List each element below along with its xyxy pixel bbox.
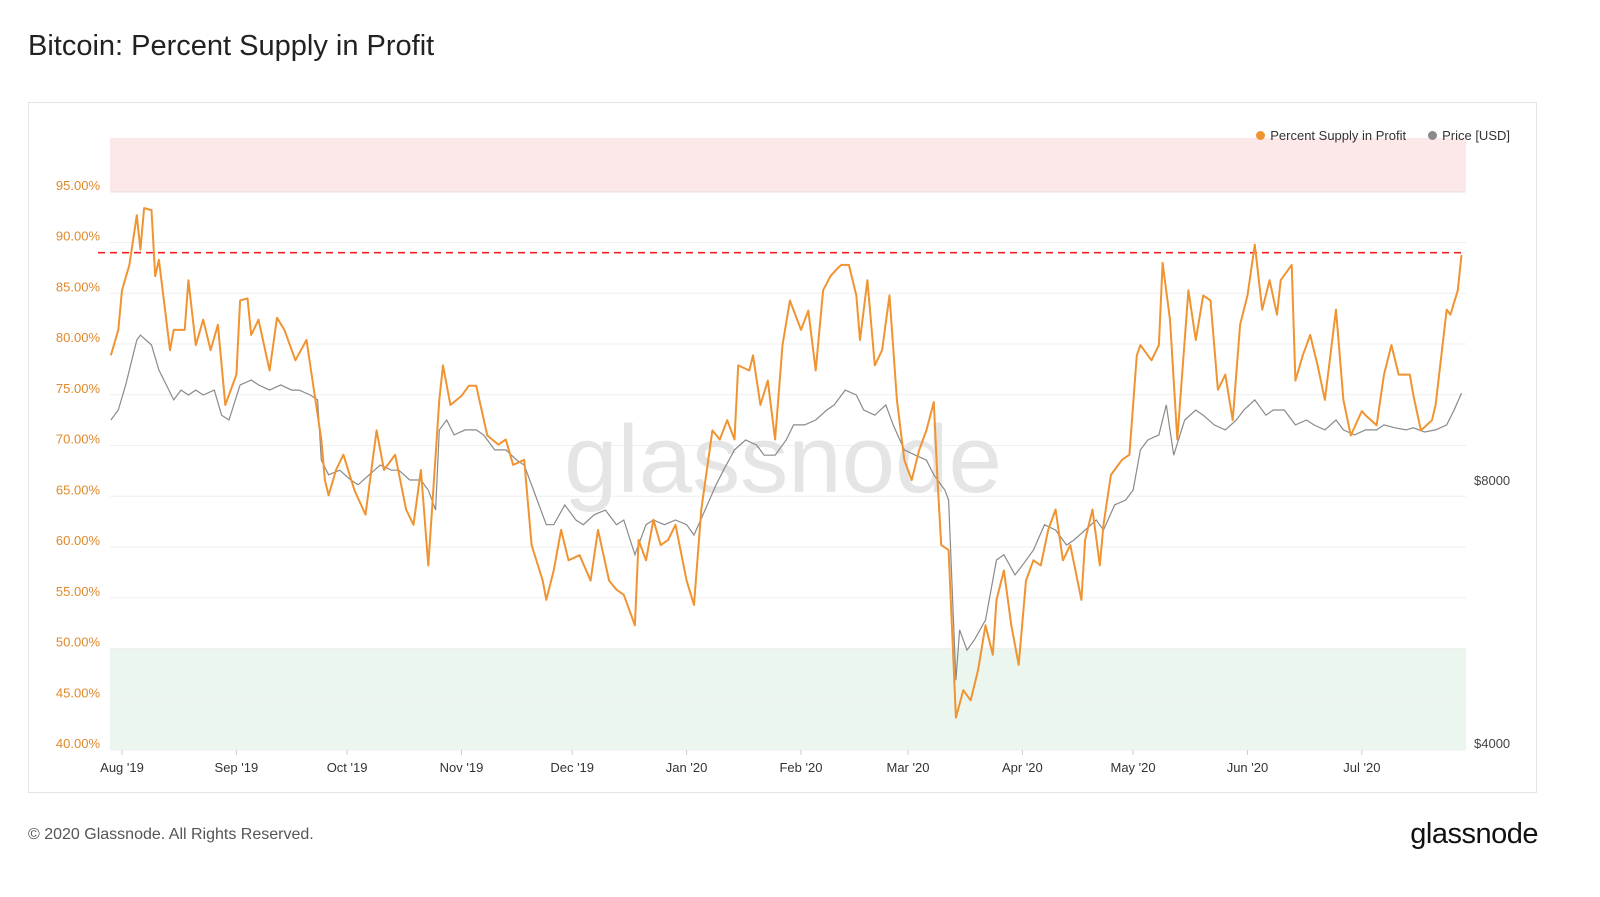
red-band: [110, 138, 1466, 192]
y-tick-label: 85.00%: [56, 279, 101, 294]
x-tick-label: Nov '19: [440, 760, 484, 775]
x-tick-label: Feb '20: [779, 760, 822, 775]
x-tick-label: Aug '19: [100, 760, 144, 775]
y-tick-label: 65.00%: [56, 482, 101, 497]
y-tick-label: 80.00%: [56, 330, 101, 345]
percent-dot-icon: [1256, 131, 1266, 140]
x-tick-label: Oct '19: [327, 760, 368, 775]
y-tick-label: 40.00%: [56, 736, 101, 751]
y-tick-label: 90.00%: [56, 229, 101, 244]
x-tick-label: May '20: [1110, 760, 1155, 775]
legend-label: Percent Supply in Profit: [1270, 128, 1407, 143]
y-tick-label: 45.00%: [56, 685, 101, 700]
y-tick-label: 55.00%: [56, 584, 101, 599]
percent-supply-line: [109, 207, 1463, 719]
y-tick-label: 60.00%: [56, 533, 101, 548]
y-tick-label: 75.00%: [56, 381, 101, 396]
price-dot-icon: [1428, 131, 1438, 140]
y-tick-label: 95.00%: [56, 178, 101, 193]
x-tick-label: Mar '20: [886, 760, 929, 775]
x-tick-label: Jul '20: [1343, 760, 1380, 775]
y-tick-label: 50.00%: [56, 635, 101, 650]
price-tick-label: $8000: [1474, 473, 1510, 488]
x-tick-label: Apr '20: [1002, 760, 1043, 775]
legend: Percent Supply in Profit Price [USD]: [1256, 128, 1510, 143]
legend-label: Price [USD]: [1442, 128, 1510, 143]
chart-card: [28, 102, 1537, 793]
legend-item-price[interactable]: Price [USD]: [1428, 128, 1510, 143]
x-tick-label: Dec '19: [550, 760, 594, 775]
page-title: Bitcoin: Percent Supply in Profit: [28, 30, 435, 62]
legend-item-percent[interactable]: Percent Supply in Profit: [1256, 128, 1406, 143]
copyright: © 2020 Glassnode. All Rights Reserved.: [28, 826, 314, 843]
x-tick-label: Sep '19: [215, 760, 259, 775]
y-tick-label: 70.00%: [56, 432, 101, 447]
price-tick-label: $4000: [1474, 736, 1510, 751]
x-tick-label: Jan '20: [666, 760, 708, 775]
price-line: [110, 334, 1463, 681]
x-tick-label: Jun '20: [1227, 760, 1269, 775]
glassnode-logo[interactable]: glassnode: [1410, 818, 1538, 850]
